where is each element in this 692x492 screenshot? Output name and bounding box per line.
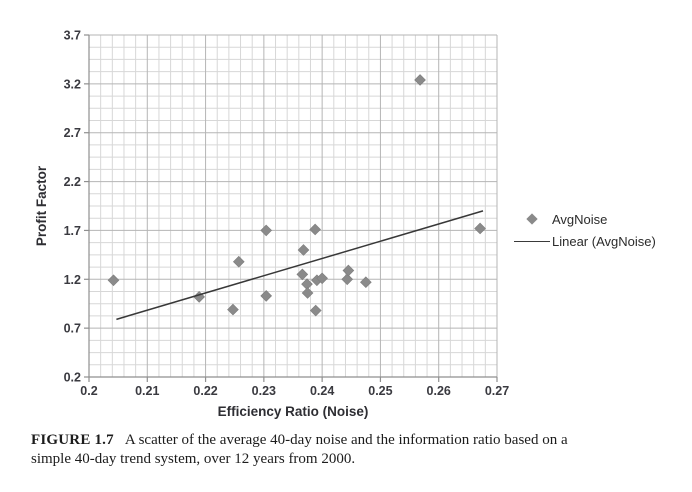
data-point — [107, 274, 120, 287]
scatter-points — [107, 74, 486, 317]
x-tick-label: 0.25 — [368, 384, 392, 398]
figure-caption-label: FIGURE 1.7 — [31, 432, 114, 448]
data-point — [316, 272, 328, 285]
line-marker-icon — [514, 240, 550, 242]
y-tick-label: 3.7 — [64, 29, 81, 43]
legend-marker-box — [514, 213, 550, 225]
figure-caption-text-line1: A scatter of the average 40-day noise an… — [124, 432, 568, 448]
y-tick-label: 3.2 — [64, 77, 81, 91]
data-point — [309, 304, 322, 317]
x-tick-label: 0.22 — [193, 384, 217, 398]
x-tick-label: 0.24 — [310, 384, 334, 398]
data-point — [360, 276, 372, 289]
chart-legend: AvgNoise Linear (AvgNoise) — [514, 208, 656, 252]
legend-item-linear: Linear (AvgNoise) — [514, 230, 656, 252]
x-tick-label: 0.27 — [485, 384, 509, 398]
figure-caption: FIGURE 1.7 A scatter of the average 40-da… — [31, 431, 681, 468]
data-point — [296, 268, 309, 281]
data-point — [414, 74, 426, 86]
x-tick-label: 0.21 — [135, 384, 159, 398]
data-point — [232, 255, 245, 268]
data-point — [301, 287, 314, 299]
y-tick-label: 0.7 — [64, 322, 81, 336]
y-tick-label: 1.2 — [64, 273, 81, 287]
data-point — [342, 264, 355, 277]
x-tick-label: 0.26 — [427, 384, 451, 398]
trend-line — [116, 210, 484, 321]
data-point — [260, 224, 273, 237]
scatter-chart: 0.2 0.21 0.22 0.23 0.24 0.25 0.26 0.27 0.2 0.7 1.2… — [34, 29, 509, 420]
legend-label-linear: Linear (AvgNoise) — [552, 233, 656, 249]
y-tick-label: 0.2 — [64, 371, 81, 385]
x-axis-title: Efficiency Ratio (Noise) — [218, 404, 369, 419]
data-point — [309, 223, 321, 236]
legend-marker-box — [514, 240, 550, 242]
data-point — [260, 290, 273, 302]
data-point — [227, 303, 239, 316]
y-axis-title: Profit Factor — [34, 165, 49, 246]
data-point — [193, 291, 205, 303]
y-tick-label: 2.2 — [64, 175, 81, 189]
minor-gridlines — [89, 35, 497, 377]
figure-caption-text-line2: simple 40-day trend system, over 12 year… — [31, 450, 356, 467]
tick-marks — [84, 34, 498, 382]
data-point — [474, 222, 486, 235]
legend-label-avgnoise: AvgNoise — [552, 211, 608, 227]
data-point — [341, 273, 354, 286]
diamond-marker-icon — [526, 213, 538, 225]
data-point — [297, 244, 310, 256]
x-tick-label: 0.2 — [80, 384, 97, 398]
x-tick-label: 0.23 — [252, 384, 276, 398]
y-tick-label: 1.7 — [64, 224, 81, 238]
y-tick-label: 2.7 — [64, 126, 81, 140]
legend-item-avgnoise: AvgNoise — [514, 208, 656, 230]
